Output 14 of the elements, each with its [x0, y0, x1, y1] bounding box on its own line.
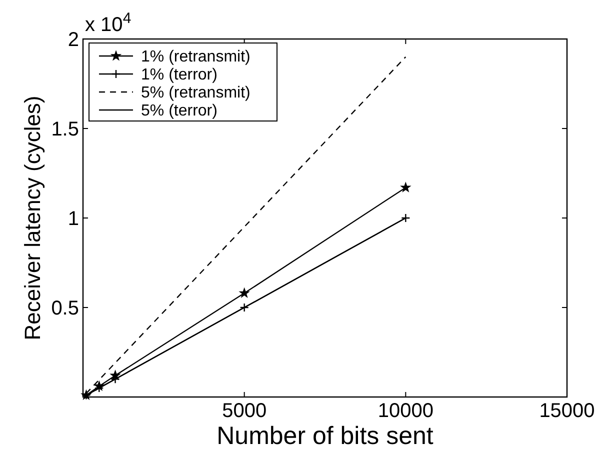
- legend-label: 1% (terror): [141, 66, 218, 84]
- x-tick-label: 15000: [539, 400, 595, 422]
- x-tick-label: 5000: [222, 400, 267, 422]
- y-tick-label: 1.5: [51, 118, 79, 140]
- y-tick-label: 2: [68, 29, 79, 51]
- x-tick-label: 10000: [378, 400, 434, 422]
- text: x 10$^{4}$: [85, 10, 132, 36]
- legend-label: 5% (terror): [141, 102, 218, 120]
- x-axis-title: Number of bits sent: [216, 422, 434, 450]
- y-axis-title: Receiver latency (cycles): [20, 96, 45, 340]
- legend-label: 1% (retransmit): [141, 48, 250, 66]
- legend-label: 5% (retransmit): [141, 84, 250, 102]
- y-tick-label: 0.5: [51, 298, 79, 320]
- y-tick-label: 1: [68, 208, 79, 230]
